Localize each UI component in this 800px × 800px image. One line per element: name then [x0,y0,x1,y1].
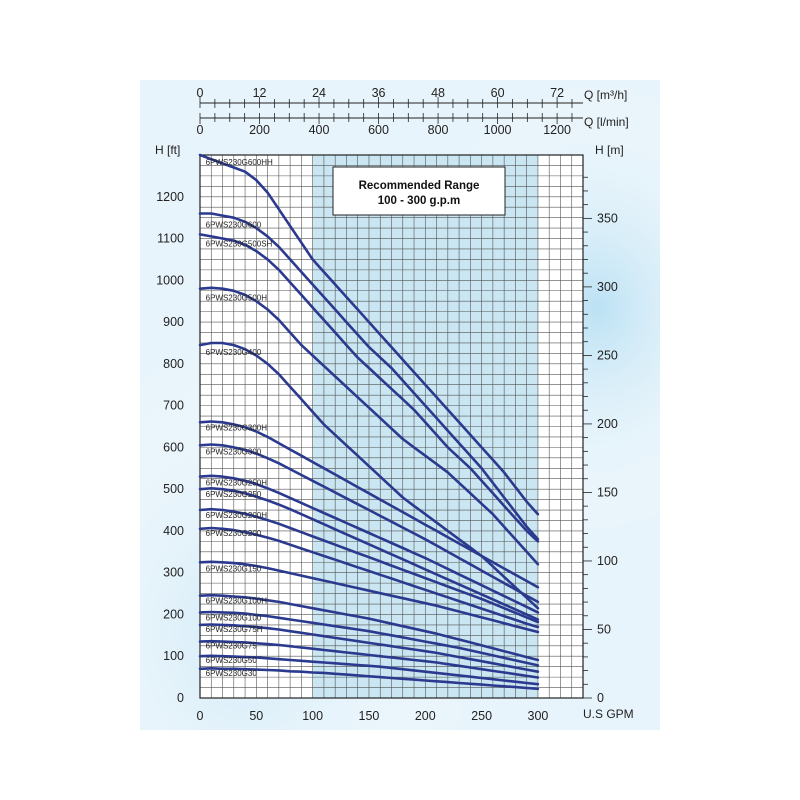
y-tick-label: 200 [163,607,184,621]
curve-label: 6PWS230G100H [206,597,268,606]
curve-line [198,526,540,629]
curve-label: 6PWS230G100 [206,613,262,622]
x-tick-label: 100 [302,709,323,723]
recommended-range-box: Recommended Range 100 - 300 g.p.m [332,166,506,216]
top-lmin-tick-label: 1000 [484,123,512,137]
curve-labels: 6PWS230G600HH 6PWS230G600 6PWS230G500SH 6PW… [206,158,273,678]
y2-tick-label: 100 [597,554,618,568]
top-lmin-tick-label: 200 [249,123,270,137]
curve-line [198,443,540,604]
curve-label: 6PWS230G200 [206,529,262,538]
x-tick-label: 250 [471,709,492,723]
curve-label: 6PWS230G400 [206,348,262,357]
y2-tick-label: 300 [597,280,618,294]
curve-line [198,474,540,614]
y-tick-label: 100 [163,649,184,663]
curve-label: 6PWS230G200H [206,511,268,520]
curve-label: 6PWS230G150 [206,564,262,573]
top-m3h-tick-label: 12 [253,86,267,100]
y-axis-label-m: H [m] [595,143,624,157]
y2-tick-label: 0 [597,691,604,705]
y-tick-label: 1100 [157,232,184,246]
recommended-range-subtitle: 100 - 300 g.p.m [378,195,460,207]
top-axis-label-lmin: Q [l/min] [584,115,629,129]
curve-label: 6PWS230G250H [206,479,268,488]
x-tick-label: 150 [359,709,380,723]
curve-line [198,623,540,673]
curve-label: 6PWS230G500H [206,294,268,303]
y-tick-label: 300 [163,566,184,580]
curve-line [198,667,540,691]
plot-border [199,154,584,699]
curve-label: 6PWS230G75H [206,625,263,634]
tick-labels: 0100200300400500600700800900100011001200… [156,190,618,723]
top-lmin-tick-label: 800 [428,123,449,137]
y-tick-label: 600 [163,440,184,454]
top-m3h-tick-label: 60 [491,86,505,100]
y-tick-label: 900 [163,315,184,329]
y2-tick-label: 250 [597,348,618,362]
top-m3h-tick-label: 24 [312,86,326,100]
curve-label: 6PWS230G600 [206,220,262,229]
y-tick-label: 800 [163,357,184,371]
y2-tick-label: 200 [597,417,618,431]
curve-label: 6PWS230G30 [206,669,258,678]
y-tick-label: 1000 [156,273,184,287]
curve-line [198,212,540,541]
y-tick-label: 500 [163,482,184,496]
curve-line [198,507,540,624]
y-tick-label: 0 [177,691,184,705]
curve-line [198,487,540,621]
curve-line [198,286,540,566]
curve-label: 6PWS230G500SH [206,239,273,248]
pump-curves [198,153,540,691]
top-lmin-tick-label: 0 [197,123,204,137]
x-tick-label: 300 [528,709,549,723]
curve-line [198,654,540,686]
x-tick-label: 50 [249,709,263,723]
x-tick-label: 0 [197,709,204,723]
curve-line [198,153,540,516]
curve-line [198,639,540,679]
recommended-range-title: Recommended Range [359,180,480,192]
top-lmin-tick-label: 1200 [543,123,571,137]
y-tick-label: 700 [163,399,184,413]
top-m3h-tick-label: 72 [550,86,564,100]
top-m3h-tick-label: 36 [372,86,386,100]
curve-label: 6PWS230G75 [206,642,258,651]
y-tick-label: 1200 [156,190,184,204]
x-axis-label: U.S GPM [583,707,634,721]
curve-line [198,233,540,543]
curve-label: 6PWS230G300 [206,447,262,456]
y-axis-label-ft: H [ft] [155,143,180,157]
top-axes: 0 12 24 36 48 60 72 0 200 400 600 800 1000 1200 [197,86,583,137]
curve-line [198,560,540,634]
y2-tick-label: 150 [597,485,618,499]
curve-line [198,593,540,662]
curve-line [198,420,540,589]
top-m3h-tick-label: 48 [431,86,445,100]
top-lmin-tick-label: 600 [368,123,389,137]
y-tick-label: 400 [163,524,184,538]
curve-label: 6PWS230G250 [206,490,262,499]
curve-label: 6PWS230G600HH [206,158,273,167]
curve-line [198,610,540,667]
top-lmin-tick-label: 400 [309,123,330,137]
x-tick-label: 200 [415,709,436,723]
curve-label: 6PWS230G300H [206,423,268,432]
y2-tick-label: 50 [597,622,611,636]
y2-tick-label: 350 [597,211,618,225]
plot-frame [199,154,592,699]
curve-label: 6PWS230G50 [206,656,258,665]
top-axis-label-m3h: Q [m³/h] [584,88,627,102]
grid-lines [200,155,583,698]
top-m3h-tick-label: 0 [197,86,204,100]
